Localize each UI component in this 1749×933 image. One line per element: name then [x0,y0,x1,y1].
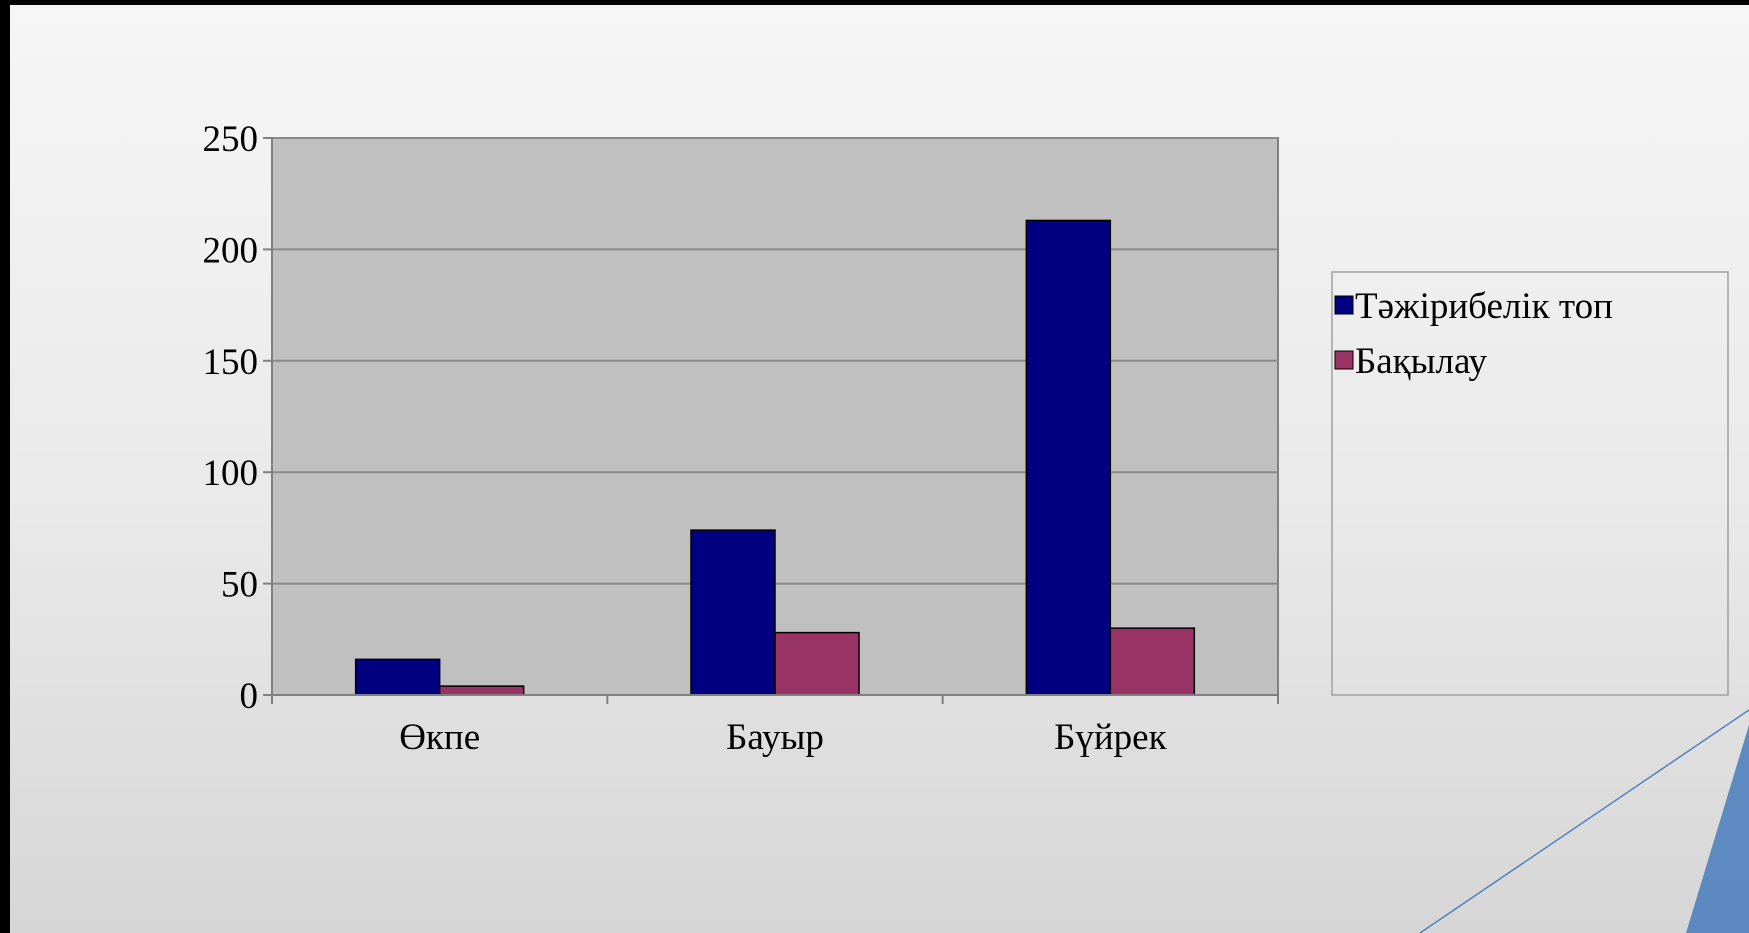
corner-accent-line [1419,709,1749,933]
y-tick-label: 250 [203,119,259,160]
x-tick-labels: Өкпе Бауыр Бүйрек [399,717,1167,758]
legend-label: Тәжірибелік топ [1355,286,1613,327]
y-tick-labels: 0 50 100 150 200 250 [203,119,259,717]
slide: 0 50 100 150 200 250 Өкпе Бауыр Бүйрек Тәжірибе… [10,5,1749,933]
bars [354,219,1196,696]
bar [438,685,525,696]
legend: Тәжірибелік топ Бақылау [1331,271,1729,696]
x-tick-label: Өкпе [399,717,480,758]
x-tick-label: Бүйрек [1054,717,1167,758]
legend-label: Бақылау [1355,341,1488,382]
y-tick-label: 200 [203,230,259,271]
y-tick-label: 100 [203,453,259,494]
bar [1109,627,1196,696]
bar [774,631,860,696]
bar [1025,219,1112,696]
bar-chart: 0 50 100 150 200 250 Өкпе Бауыр Бүйрек Тәжірибе… [203,119,1749,933]
y-tick-label: 150 [203,342,259,383]
slide-decoration [1419,709,1749,933]
x-tick-label: Бауыр [726,717,824,758]
bar [354,658,441,696]
legend-box [1331,271,1729,696]
y-tick-label: 50 [221,565,258,606]
bar [690,529,776,696]
legend-swatch [1334,295,1354,315]
legend-swatch [1334,350,1354,370]
corner-accent-shape [1686,725,1749,933]
y-tick-label: 0 [240,676,259,717]
axes [263,137,1279,704]
